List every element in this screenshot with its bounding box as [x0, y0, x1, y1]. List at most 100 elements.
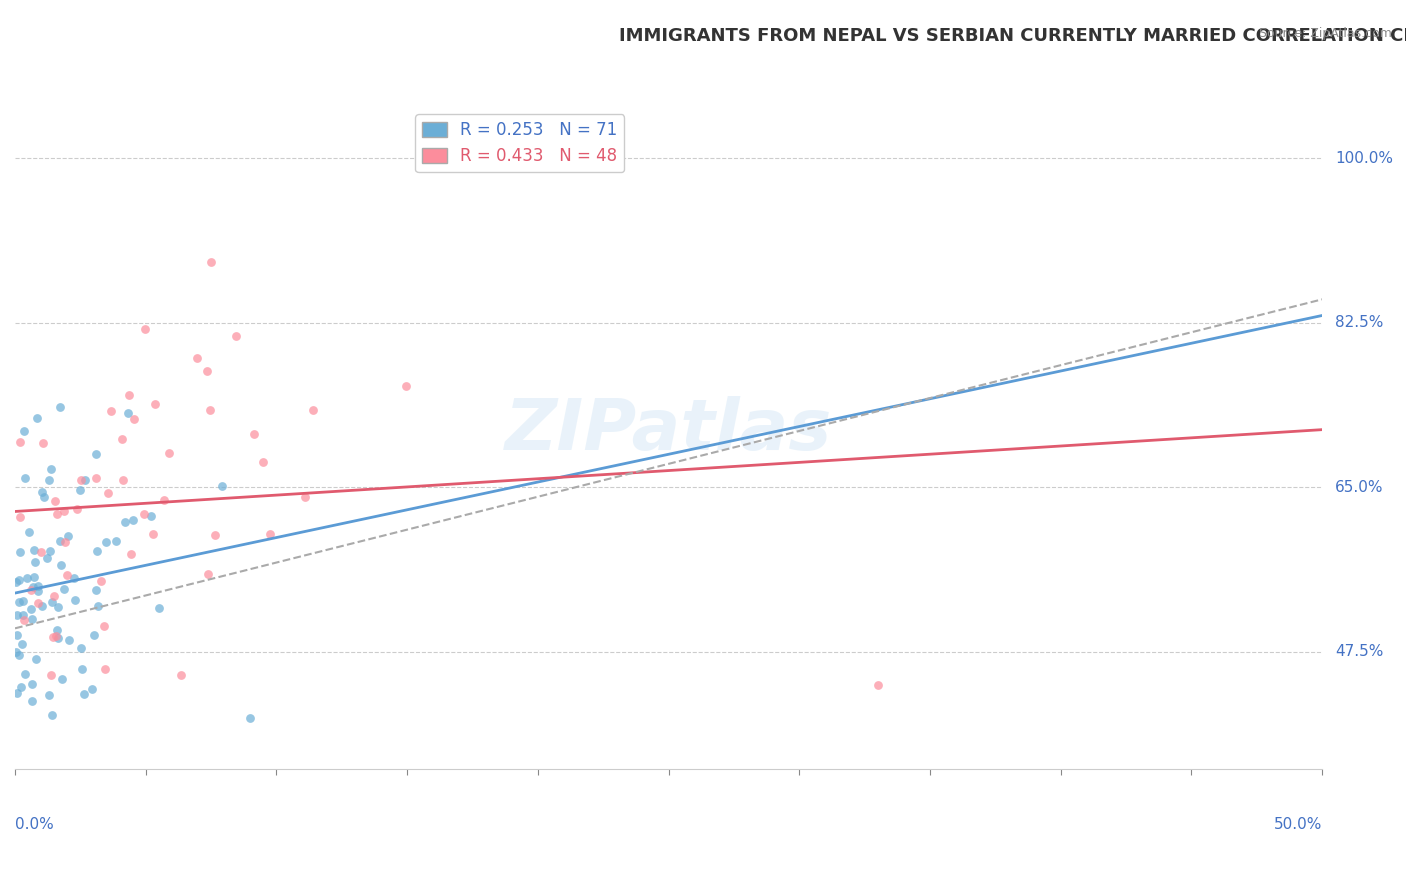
Point [8, 573, 31, 587]
Point [44, 494, 66, 508]
Point [46, 631, 69, 645]
Point [20, 582, 42, 597]
Point [110, 433, 132, 447]
Point [45, 507, 67, 521]
Point [141, 527, 163, 541]
Point [152, 492, 174, 507]
Text: 50.0%: 50.0% [1274, 817, 1322, 831]
Point [84, 471, 107, 485]
Point [96, 534, 118, 549]
Point [56, 568, 79, 582]
Point [13, 424, 35, 438]
Point [170, 668, 193, 682]
Point [42, 630, 65, 644]
Point [15, 571, 38, 585]
Point [24, 555, 46, 569]
Point [6, 627, 28, 641]
Point [11, 637, 34, 651]
Text: 65.0%: 65.0% [1336, 480, 1384, 495]
Point [197, 567, 219, 582]
Point [84, 582, 107, 597]
Point [866, 678, 889, 692]
Point [49, 533, 72, 548]
Text: 47.5%: 47.5% [1336, 644, 1384, 659]
Point [52, 504, 75, 518]
Point [63, 593, 86, 607]
Point [20, 694, 42, 708]
Point [41, 707, 63, 722]
Point [8, 648, 31, 662]
Point [27, 579, 49, 593]
Point [14, 666, 37, 681]
Point [148, 601, 170, 615]
Point [32, 490, 55, 504]
Point [51, 558, 73, 572]
Point [14, 471, 37, 485]
Point [117, 406, 139, 420]
Point [204, 527, 226, 541]
Point [94, 662, 117, 676]
Point [114, 515, 136, 529]
Point [53, 534, 76, 549]
Point [93, 619, 115, 633]
Point [27, 596, 49, 610]
Point [395, 378, 418, 392]
Text: ZIPatlas: ZIPatlas [505, 396, 832, 466]
Point [38, 473, 60, 487]
Point [8, 435, 31, 450]
Point [39, 462, 62, 476]
Point [118, 387, 141, 401]
Point [17, 525, 39, 540]
Point [105, 534, 128, 549]
Point [211, 479, 233, 493]
Point [69, 473, 91, 487]
Point [27, 584, 49, 599]
Point [31, 599, 53, 613]
Point [11, 593, 34, 607]
Point [41, 595, 63, 609]
Point [48, 400, 70, 414]
Point [111, 473, 134, 487]
Text: 0.0%: 0.0% [15, 817, 53, 831]
Point [53, 582, 76, 596]
Point [302, 403, 325, 417]
Point [51, 672, 73, 686]
Point [97, 486, 120, 500]
Point [90, 574, 112, 589]
Point [45, 628, 67, 642]
Point [239, 711, 262, 725]
Point [6, 574, 28, 589]
Point [243, 427, 266, 442]
Point [46, 599, 69, 614]
Point [21, 677, 44, 691]
Point [22, 542, 45, 557]
Point [252, 455, 274, 469]
Point [200, 254, 222, 268]
Point [7, 595, 30, 609]
Point [195, 364, 218, 378]
Point [20, 602, 42, 616]
Point [37, 551, 59, 566]
Point [73, 473, 96, 487]
Point [13, 613, 35, 627]
Point [134, 322, 156, 336]
Point [13, 608, 35, 623]
Legend: R = 0.253   N = 71, R = 0.433   N = 48: R = 0.253 N = 71, R = 0.433 N = 48 [415, 114, 624, 172]
Text: IMMIGRANTS FROM NEPAL VS SERBIAN CURRENTLY MARRIED CORRELATION CHART: IMMIGRANTS FROM NEPAL VS SERBIAN CURRENT… [619, 27, 1406, 45]
Point [122, 412, 145, 426]
Point [38, 689, 60, 703]
Point [8, 545, 31, 559]
Point [80, 682, 103, 697]
Point [39, 668, 62, 682]
Point [132, 508, 155, 522]
Point [6, 686, 28, 700]
Point [30, 545, 52, 559]
Point [42, 590, 65, 604]
Point [38, 544, 60, 558]
Point [225, 329, 247, 343]
Point [86, 544, 108, 558]
Point [73, 688, 96, 702]
Point [25, 410, 48, 425]
Point [70, 641, 93, 656]
Point [22, 570, 45, 584]
